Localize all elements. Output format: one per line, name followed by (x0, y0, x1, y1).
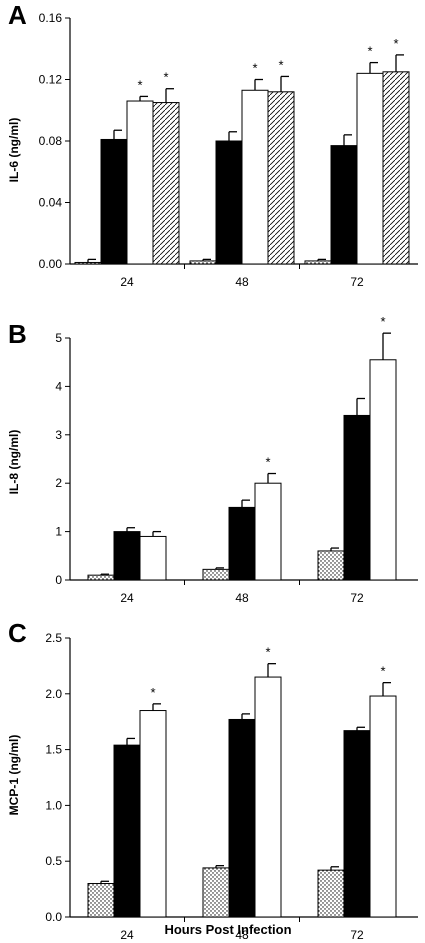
y-tick-label: 0.12 (39, 73, 63, 87)
y-tick-label: 2.5 (45, 631, 62, 645)
x-tick-label: 72 (350, 275, 364, 289)
bar (228, 718, 256, 918)
panel-b-chart: 0 1 2 3 4 5 24 48 * 72 * (55, 314, 418, 605)
x-tick-label: 24 (120, 928, 134, 942)
bar (356, 72, 384, 265)
y-tick-label: 0.04 (39, 196, 63, 210)
y-tick-label: 1.0 (45, 798, 62, 812)
bar (254, 676, 282, 918)
y-tick-label: 0.5 (45, 854, 62, 868)
x-tick-label: 72 (350, 591, 364, 605)
y-tick-label: 0.08 (39, 134, 63, 148)
bar (317, 550, 345, 581)
x-tick-label: 24 (120, 591, 134, 605)
significance-marker: * (137, 77, 142, 92)
bar (152, 102, 180, 265)
y-tick-label: 0.0 (45, 910, 62, 924)
bar (369, 695, 397, 918)
y-tick-label: 0.16 (39, 11, 63, 25)
x-axis-label: Hours Post Infection (164, 922, 291, 937)
significance-marker: * (265, 645, 270, 660)
significance-marker: * (278, 57, 283, 72)
bar (126, 100, 154, 265)
bar (202, 867, 230, 918)
y-tick-label: 0 (55, 573, 62, 587)
panel-b-ylabel: IL-8 (ng/ml) (7, 430, 21, 495)
significance-marker: * (380, 664, 385, 679)
panel-a-letter: A (8, 0, 27, 30)
y-tick-label: 3 (55, 428, 62, 442)
significance-marker: * (393, 36, 398, 51)
bar (202, 568, 230, 581)
bar (74, 261, 102, 265)
y-tick-label: 0.00 (39, 257, 63, 271)
bar (343, 414, 371, 581)
bar (369, 359, 397, 581)
bar (254, 482, 282, 581)
y-tick-label: 1.5 (45, 743, 62, 757)
bar (113, 531, 141, 581)
bar (267, 91, 295, 265)
y-tick-label: 2.0 (45, 687, 62, 701)
panel-a-chart: 0.00 0.04 0.08 0.12 0.16 24 * * 48 * * 72 * * (39, 11, 418, 289)
panel-a-ylabel: IL-6 (ng/ml) (7, 118, 21, 183)
bar (343, 730, 371, 918)
bar (189, 260, 217, 265)
y-tick-label: 2 (55, 476, 62, 490)
bar (113, 744, 141, 918)
significance-marker: * (367, 44, 372, 59)
bar (382, 71, 410, 265)
bar (87, 574, 115, 581)
significance-marker: * (163, 70, 168, 85)
bar (304, 260, 332, 265)
panel-c-letter: C (8, 618, 27, 648)
bar (215, 140, 243, 265)
x-tick-label: 48 (235, 591, 249, 605)
y-tick-label: 4 (55, 379, 62, 393)
bar (139, 710, 167, 918)
significance-marker: * (265, 455, 270, 470)
bar (330, 145, 358, 265)
x-tick-label: 48 (235, 928, 249, 942)
significance-marker: * (150, 685, 155, 700)
x-tick-label: 72 (350, 928, 364, 942)
x-tick-label: 24 (120, 275, 134, 289)
panel-b-letter: B (8, 319, 27, 349)
bar (241, 89, 269, 265)
bar (87, 883, 115, 918)
y-tick-label: 1 (55, 525, 62, 539)
significance-marker: * (252, 61, 257, 76)
bar (139, 535, 167, 581)
bar (100, 138, 128, 265)
x-tick-label: 48 (235, 275, 249, 289)
bar (228, 506, 256, 581)
significance-marker: * (380, 314, 385, 329)
y-tick-label: 5 (55, 331, 62, 345)
panel-c-chart: 0.0 0.5 1.0 1.5 2.0 2.5 24 * 48 * 72 * (45, 631, 418, 942)
panel-c-ylabel: MCP-1 (ng/ml) (7, 735, 21, 816)
bar (317, 869, 345, 918)
